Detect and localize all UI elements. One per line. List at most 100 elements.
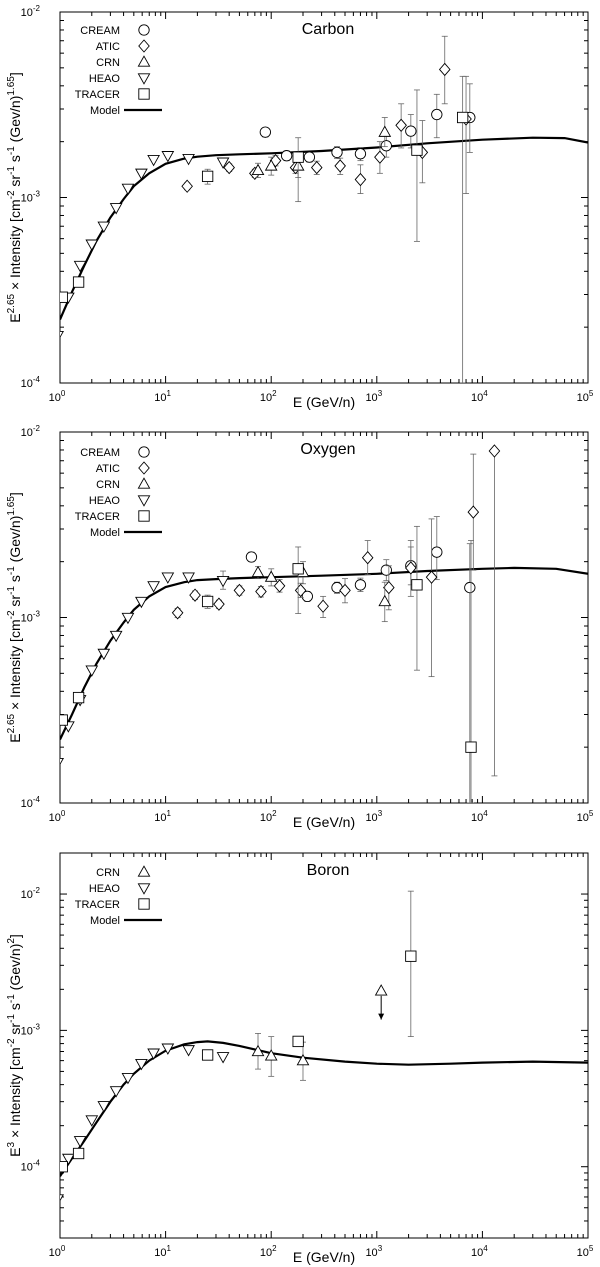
data-point-tracer xyxy=(456,111,469,124)
x-tick-label: 103 xyxy=(365,389,382,404)
data-point-heao xyxy=(60,758,65,766)
y-tick-label: 10-4 xyxy=(21,795,41,810)
data-point-tracer xyxy=(72,691,85,704)
data-point-atic xyxy=(213,597,225,611)
series-cream xyxy=(245,516,476,803)
legend-label: CRN xyxy=(96,57,120,69)
data-point-crn xyxy=(378,125,392,137)
data-point-heao xyxy=(73,1136,87,1148)
x-tick-label: 101 xyxy=(154,809,171,824)
data-point-cream xyxy=(431,546,443,558)
data-point-heao xyxy=(85,665,99,677)
data-point-atic xyxy=(171,606,184,620)
x-tick-label: 104 xyxy=(471,389,488,404)
series-tracer xyxy=(60,525,477,803)
series-heao xyxy=(60,1043,230,1202)
x-tick-label: 100 xyxy=(49,389,66,404)
y-axis-label: E2.65 × Intensity [cm-2 sr-1 s-1 (Gev/n)… xyxy=(6,492,23,742)
chart-title: Oxygen xyxy=(300,441,355,458)
y-tick-label: 10-3 xyxy=(21,610,41,625)
data-point-cream xyxy=(301,590,314,603)
series-tracer xyxy=(60,890,417,1173)
data-point-crn xyxy=(251,565,265,578)
y-tick-label: 10-3 xyxy=(21,1022,41,1037)
model-curve xyxy=(60,136,588,320)
legend-marker-crn xyxy=(137,477,151,489)
data-point-heao xyxy=(135,168,148,181)
x-tick-label: 105 xyxy=(577,809,594,824)
plot-frame xyxy=(59,431,589,804)
x-tick-label: 104 xyxy=(471,1244,488,1259)
x-tick-label: 105 xyxy=(577,1244,594,1259)
data-point-tracer xyxy=(60,1161,68,1173)
data-point-tracer xyxy=(72,1147,85,1160)
x-tick-label: 104 xyxy=(471,809,488,824)
data-point-tracer xyxy=(411,579,423,591)
series-crn xyxy=(251,984,388,1081)
data-point-atic xyxy=(181,179,193,193)
data-point-cream xyxy=(431,108,443,121)
data-point-tracer xyxy=(201,170,214,183)
legend-marker-atic xyxy=(138,39,150,53)
data-point-crn xyxy=(264,570,278,582)
legend-marker-tracer xyxy=(138,510,150,522)
data-point-atic xyxy=(273,579,286,593)
data-point-atic xyxy=(374,150,386,164)
data-point-heao xyxy=(147,154,160,167)
data-point-cream xyxy=(380,140,392,152)
data-point-heao xyxy=(73,260,87,273)
data-point-heao xyxy=(182,153,195,166)
data-point-heao xyxy=(60,1194,65,1202)
data-point-atic xyxy=(395,118,407,132)
chart-title: Boron xyxy=(307,862,350,879)
x-tick-label: 101 xyxy=(154,389,171,404)
data-point-atic xyxy=(310,160,323,175)
legend-label: HEAO xyxy=(89,495,121,507)
data-point-heao xyxy=(216,1052,230,1064)
data-point-heao xyxy=(109,1086,123,1098)
legend-marker-tracer xyxy=(138,88,150,100)
data-point-heao xyxy=(135,596,148,609)
data-point-crn xyxy=(374,984,388,996)
data-point-atic xyxy=(233,583,246,598)
data-point-tracer xyxy=(201,1049,214,1061)
data-point-atic xyxy=(405,561,417,575)
legend-label: HEAO xyxy=(89,883,121,895)
data-point-crn xyxy=(378,594,392,607)
series-atic xyxy=(181,35,472,194)
chart-title: Carbon xyxy=(302,21,354,38)
legend-marker-tracer xyxy=(138,898,150,910)
y-tick-label: 10-4 xyxy=(21,1159,41,1174)
x-tick-label: 105 xyxy=(577,389,594,404)
y-axis-label: E3 × Intensity [cm-2 sr-1 s-1 (Gev/n)2] xyxy=(6,934,23,1157)
data-point-heao xyxy=(182,572,195,584)
data-point-crn xyxy=(264,159,278,171)
data-point-cream xyxy=(405,125,417,137)
x-tick-label: 102 xyxy=(260,809,277,824)
data-point-atic xyxy=(334,159,346,173)
data-point-heao xyxy=(121,612,135,625)
data-point-crn xyxy=(251,1044,265,1057)
x-tick-label: 102 xyxy=(260,389,277,404)
legend: CREAM ATIC CRN HEAO TRACER Model xyxy=(75,24,162,117)
data-point-tracer xyxy=(60,714,68,726)
data-point-tracer xyxy=(72,276,85,288)
data-point-tracer xyxy=(292,1035,304,1048)
legend-marker-heao xyxy=(137,73,151,85)
legend-label: TRACER xyxy=(75,899,120,911)
data-point-heao xyxy=(216,157,230,169)
data-point-heao xyxy=(182,1045,195,1057)
data-point-atic xyxy=(438,62,451,77)
legend-label: Model xyxy=(90,915,120,927)
legend-label: Model xyxy=(90,105,120,117)
data-point-atic xyxy=(361,551,374,565)
y-tick-label: 10-4 xyxy=(21,375,41,390)
data-point-atic xyxy=(189,588,201,602)
data-point-crn xyxy=(296,1053,310,1066)
data-point-heao xyxy=(85,239,99,251)
y-tick-label: 10-3 xyxy=(21,190,41,205)
y-tick-label: 10-2 xyxy=(21,424,41,439)
data-point-tracer xyxy=(465,741,477,753)
legend-label: ATIC xyxy=(96,41,120,53)
